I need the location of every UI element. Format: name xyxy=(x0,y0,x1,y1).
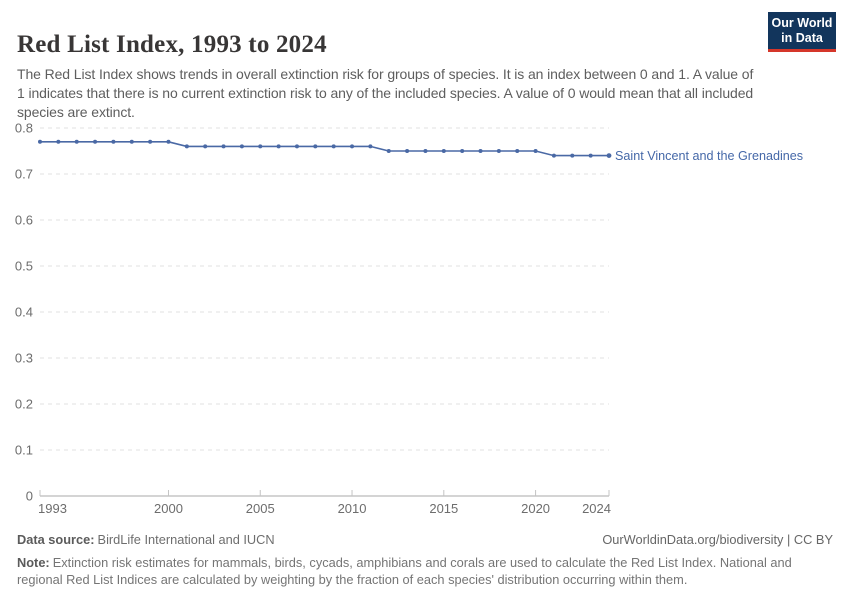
y-axis-tick-label: 0.6 xyxy=(15,213,33,228)
data-point-marker xyxy=(258,144,263,149)
data-source-label: Data source: xyxy=(17,532,95,547)
entity-label[interactable]: Saint Vincent and the Grenadines xyxy=(615,149,803,163)
data-point-marker xyxy=(423,149,428,153)
page-title: Red List Index, 1993 to 2024 xyxy=(17,30,327,58)
data-point-marker xyxy=(460,149,465,153)
data-point-marker xyxy=(184,144,189,149)
chart-subtitle: The Red List Index shows trends in overa… xyxy=(17,66,754,120)
line-chart[interactable]: 0 0.1 0.2 0.3 0.4 0.5 0.6 0.7 0.8 1993 2000 2005 201… xyxy=(0,118,850,520)
data-point-marker xyxy=(129,139,134,144)
x-axis-tick-label: 2000 xyxy=(154,501,183,516)
data-point-marker xyxy=(515,149,520,153)
footer-note-label: Note: xyxy=(17,555,50,570)
x-axis-tick-label: 1993 xyxy=(38,501,67,516)
x-axis-tick-label: 2005 xyxy=(246,501,275,516)
y-axis-tick-label: 0.3 xyxy=(15,351,33,366)
data-point-marker xyxy=(56,139,61,144)
x-axis-tick-label: 2020 xyxy=(521,501,550,516)
y-axis-tick-label: 0 xyxy=(26,489,33,504)
chart-footer: Data source: BirdLife International and I… xyxy=(17,532,833,588)
data-point-marker xyxy=(111,139,116,144)
y-axis-tick-label: 0.4 xyxy=(15,305,33,320)
series-line xyxy=(40,141,609,157)
data-point-marker xyxy=(551,153,556,158)
data-point-marker xyxy=(368,144,373,149)
y-axis-tick-label: 0.5 xyxy=(15,259,33,274)
license-link[interactable]: OurWorldinData.org/biodiversity | CC BY xyxy=(602,532,833,547)
data-point-marker xyxy=(588,153,593,158)
data-point-marker xyxy=(533,149,538,153)
data-point-marker xyxy=(478,149,483,153)
owid-logo[interactable]: Our World in Data xyxy=(768,12,836,52)
data-point-marker xyxy=(38,139,42,144)
x-axis-tick-label: 2024 xyxy=(582,501,611,516)
data-point-marker xyxy=(166,139,171,144)
data-point-marker xyxy=(148,139,153,144)
data-point-marker xyxy=(386,149,391,153)
data-source: Data source: BirdLife International and I… xyxy=(17,532,275,547)
y-axis-tick-label: 0.1 xyxy=(15,443,33,458)
data-point-marker xyxy=(203,144,208,149)
data-point-marker xyxy=(74,139,79,144)
y-axis-tick-label: 0.2 xyxy=(15,397,33,412)
data-point-marker xyxy=(496,149,501,153)
data-point-marker xyxy=(294,144,299,149)
data-point-marker xyxy=(570,153,575,158)
data-point-marker xyxy=(313,144,318,149)
x-axis-tick-label: 2015 xyxy=(429,501,458,516)
data-point-marker xyxy=(239,144,244,149)
owid-logo-line1: Our World xyxy=(771,16,833,30)
data-point-marker xyxy=(405,149,410,153)
data-point-marker xyxy=(606,153,612,158)
data-point-marker xyxy=(221,144,226,149)
data-point-marker xyxy=(93,139,98,144)
x-axis-tick-label: 2010 xyxy=(338,501,367,516)
footer-note-value: Extinction risk estimates for mammals, b… xyxy=(17,555,792,587)
data-point-marker xyxy=(276,144,281,149)
data-point-marker xyxy=(350,144,355,149)
y-axis-tick-label: 0.7 xyxy=(15,167,33,182)
data-point-marker xyxy=(441,149,446,153)
data-source-value: BirdLife International and IUCN xyxy=(97,532,275,547)
data-point-marker xyxy=(331,144,336,149)
footer-note: Note: Extinction risk estimates for mamma… xyxy=(17,554,802,588)
y-axis-tick-label: 0.8 xyxy=(15,121,33,136)
owid-logo-line2: in Data xyxy=(781,31,823,45)
